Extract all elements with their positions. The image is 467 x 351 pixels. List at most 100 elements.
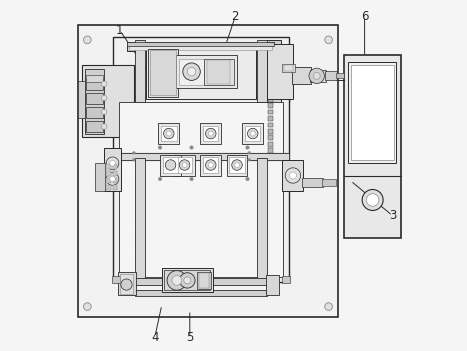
- Bar: [311, 69, 326, 82]
- Circle shape: [101, 95, 107, 101]
- Bar: [198, 273, 209, 288]
- Circle shape: [84, 36, 91, 44]
- Bar: [78, 25, 339, 317]
- Circle shape: [106, 173, 119, 185]
- Bar: [200, 123, 221, 144]
- Bar: [268, 103, 273, 108]
- Bar: [119, 102, 283, 277]
- Circle shape: [313, 72, 320, 79]
- Bar: [336, 73, 344, 78]
- Bar: [146, 44, 256, 99]
- Bar: [268, 155, 273, 160]
- Circle shape: [184, 277, 191, 284]
- Bar: [113, 164, 117, 169]
- Circle shape: [180, 273, 195, 288]
- Bar: [242, 123, 263, 144]
- Bar: [283, 64, 295, 72]
- Bar: [268, 71, 273, 76]
- Bar: [95, 163, 105, 191]
- Bar: [135, 278, 267, 285]
- Bar: [245, 126, 261, 141]
- Bar: [78, 81, 85, 118]
- Circle shape: [325, 36, 333, 44]
- Circle shape: [133, 158, 135, 161]
- Circle shape: [163, 128, 174, 139]
- Circle shape: [208, 163, 213, 167]
- Circle shape: [248, 151, 251, 154]
- Circle shape: [205, 160, 216, 170]
- Circle shape: [110, 160, 115, 166]
- Circle shape: [246, 146, 249, 149]
- Bar: [148, 48, 177, 97]
- Bar: [112, 276, 120, 283]
- Circle shape: [101, 124, 107, 130]
- Bar: [161, 126, 177, 141]
- Circle shape: [290, 172, 297, 179]
- Bar: [86, 93, 103, 104]
- Bar: [283, 160, 304, 191]
- Circle shape: [309, 68, 325, 84]
- Circle shape: [165, 160, 176, 170]
- Bar: [268, 142, 273, 147]
- Bar: [86, 79, 103, 90]
- Bar: [207, 60, 230, 84]
- Bar: [113, 171, 117, 176]
- Bar: [229, 157, 245, 173]
- Circle shape: [208, 131, 213, 136]
- Circle shape: [246, 177, 249, 181]
- Bar: [106, 178, 111, 183]
- Bar: [197, 272, 211, 289]
- Bar: [351, 65, 394, 160]
- Circle shape: [234, 163, 240, 167]
- Bar: [283, 276, 290, 283]
- Text: 5: 5: [186, 331, 193, 344]
- Bar: [268, 64, 273, 69]
- Bar: [268, 116, 273, 121]
- Bar: [86, 75, 103, 82]
- Bar: [158, 123, 179, 144]
- Bar: [203, 157, 219, 173]
- Bar: [118, 272, 136, 295]
- Bar: [135, 40, 145, 102]
- Bar: [174, 154, 195, 176]
- Bar: [113, 185, 117, 190]
- Bar: [257, 158, 267, 282]
- Bar: [348, 62, 396, 163]
- Bar: [83, 65, 134, 137]
- Circle shape: [366, 194, 379, 206]
- Bar: [268, 40, 282, 162]
- Circle shape: [101, 81, 107, 87]
- Bar: [268, 84, 273, 88]
- Circle shape: [187, 67, 196, 76]
- Bar: [268, 129, 273, 134]
- Circle shape: [250, 131, 255, 136]
- Bar: [106, 185, 111, 190]
- Circle shape: [362, 190, 383, 211]
- Circle shape: [190, 146, 193, 149]
- Bar: [203, 126, 219, 141]
- Bar: [204, 59, 234, 85]
- Circle shape: [133, 151, 135, 154]
- Bar: [149, 50, 176, 95]
- Bar: [266, 275, 279, 295]
- Bar: [128, 43, 272, 49]
- Bar: [162, 268, 212, 292]
- Circle shape: [182, 163, 187, 167]
- Circle shape: [179, 160, 190, 170]
- Bar: [268, 90, 273, 95]
- Bar: [268, 122, 273, 127]
- Circle shape: [101, 109, 107, 115]
- Bar: [257, 40, 267, 102]
- Bar: [200, 154, 221, 176]
- Text: 4: 4: [151, 331, 159, 344]
- Bar: [268, 77, 273, 82]
- Circle shape: [190, 177, 193, 181]
- Bar: [268, 51, 273, 56]
- Circle shape: [205, 128, 216, 139]
- Bar: [86, 107, 103, 118]
- Bar: [176, 55, 237, 88]
- Bar: [268, 148, 273, 153]
- Bar: [268, 97, 273, 101]
- Circle shape: [158, 146, 162, 149]
- Bar: [268, 58, 273, 63]
